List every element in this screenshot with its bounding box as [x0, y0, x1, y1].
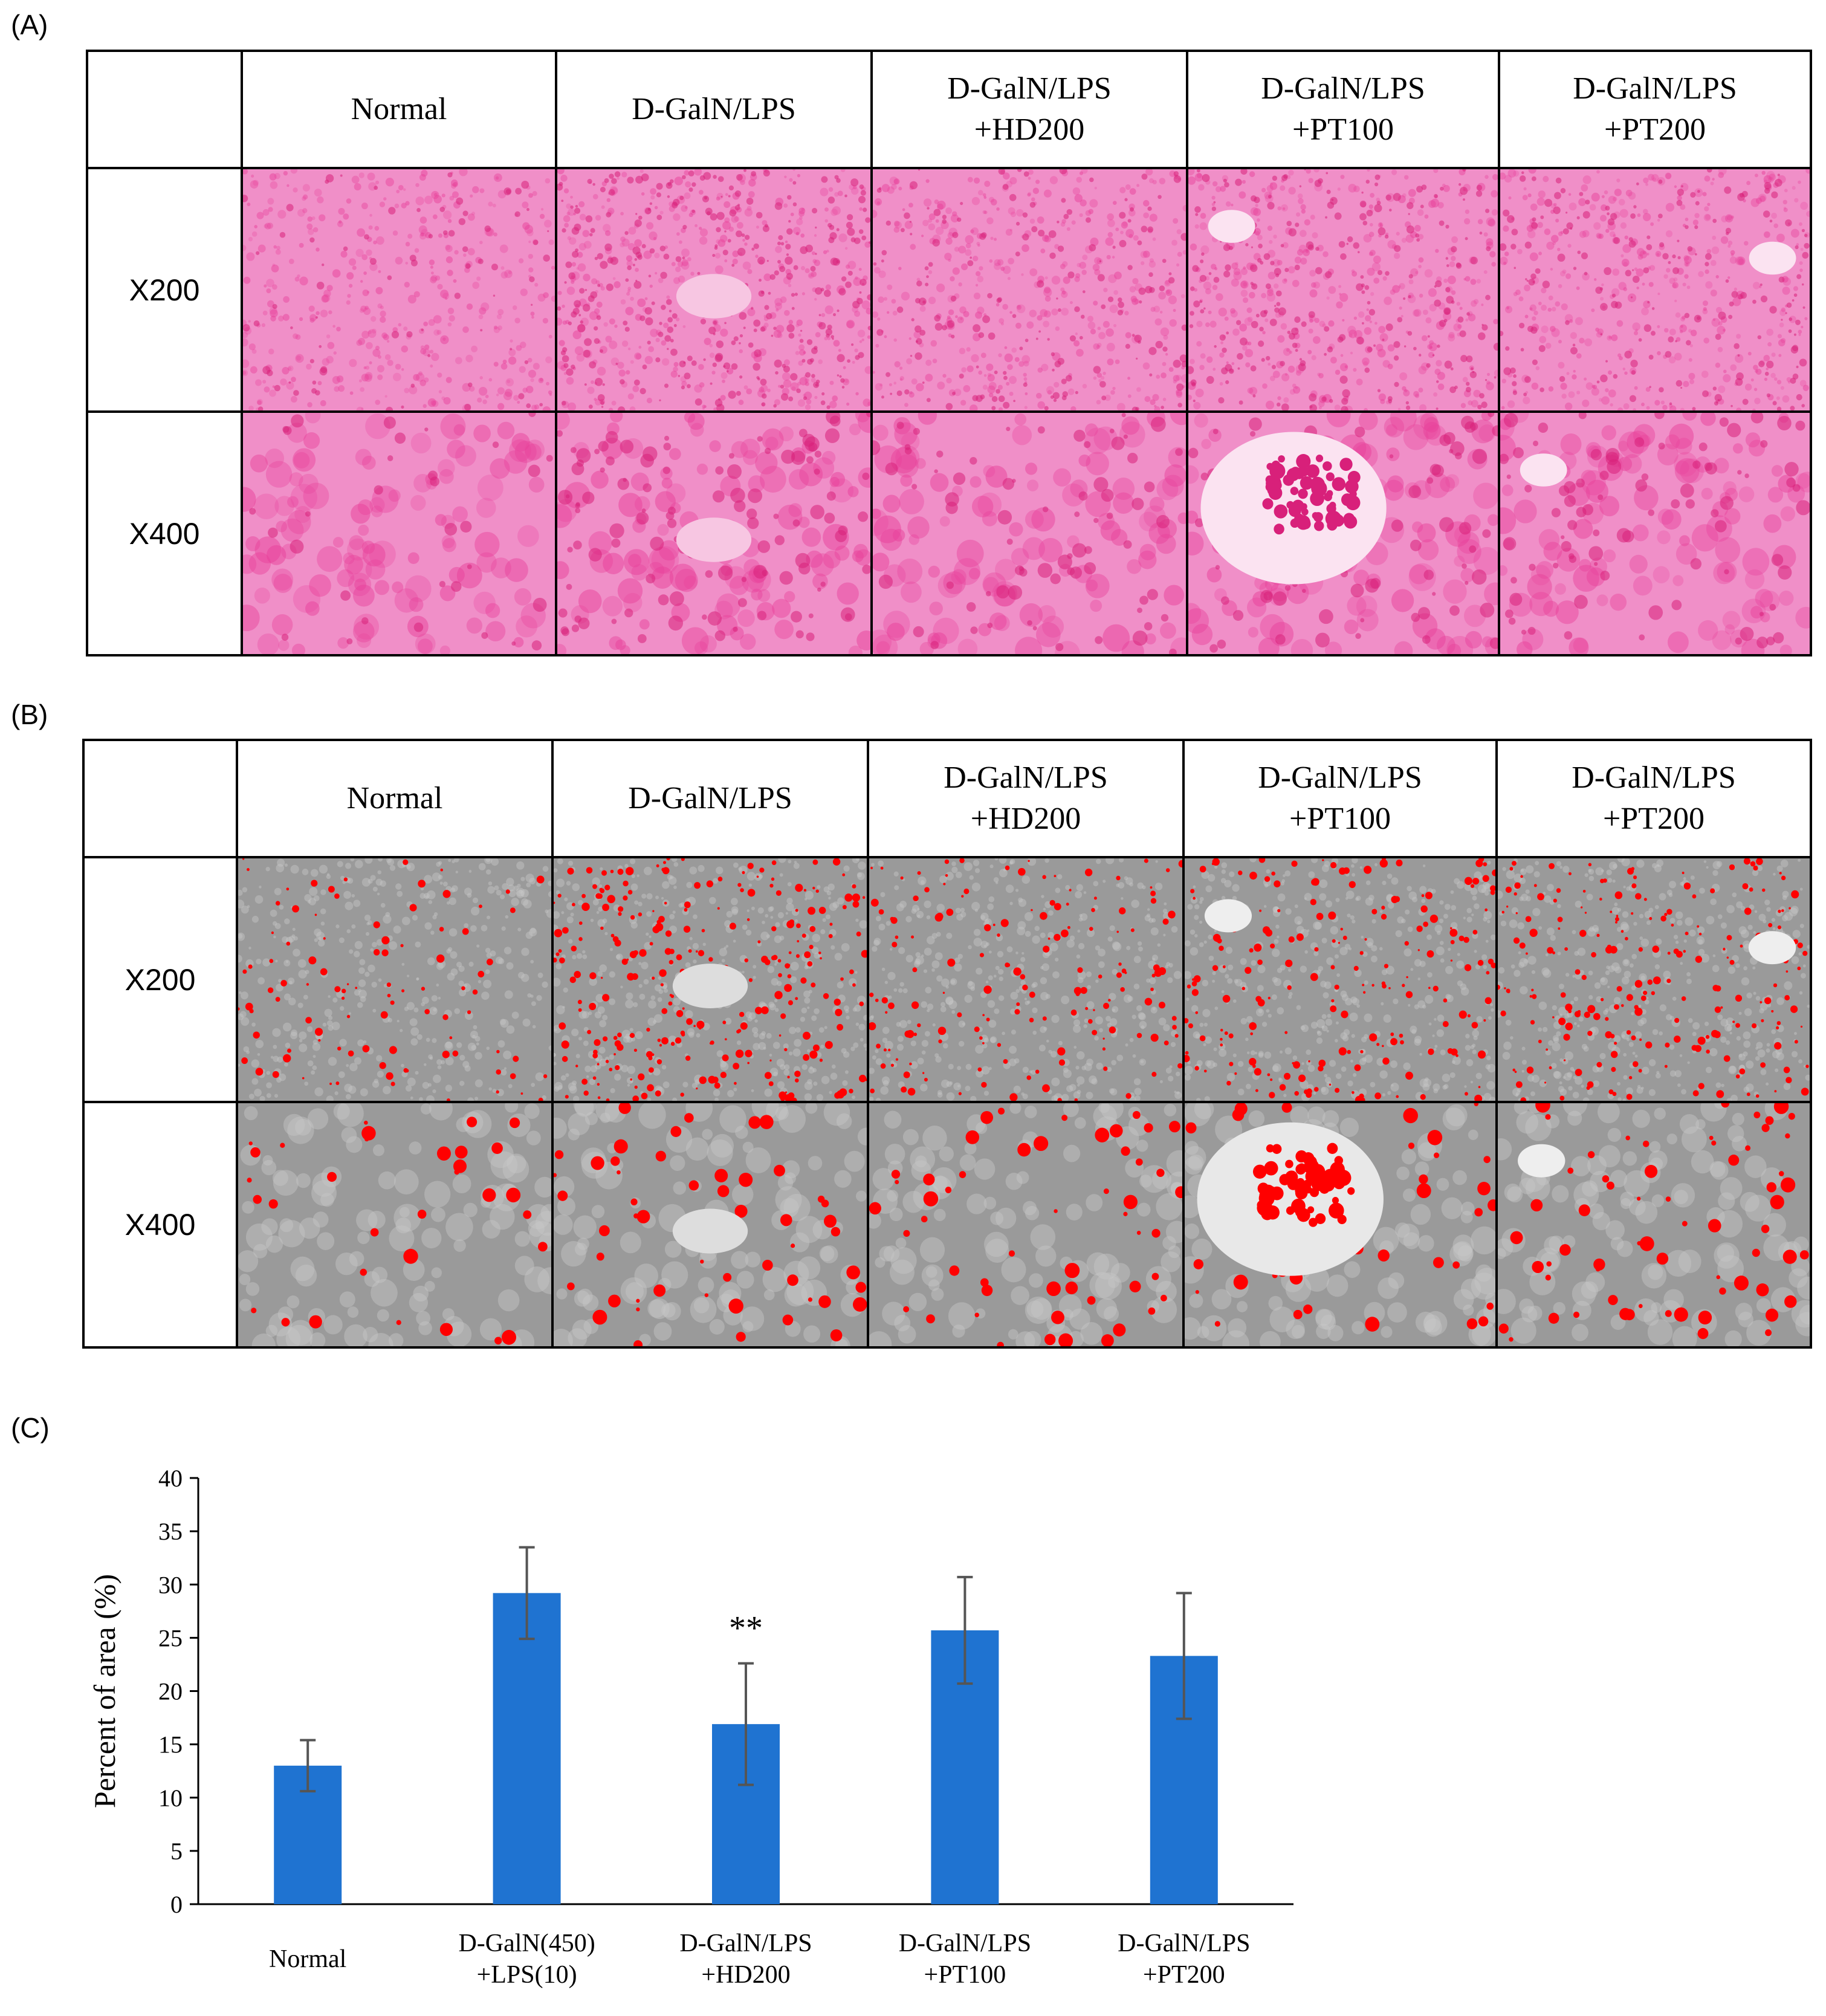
column-header-normal: Normal [236, 739, 554, 858]
row-header-x200: X200 [86, 167, 243, 413]
category-label: D-GalN/LPS [1118, 1930, 1250, 1957]
mask-image-pt100-x400 [1182, 1101, 1498, 1349]
row-header-x200: X200 [82, 856, 238, 1103]
category-label: +PT200 [1143, 1961, 1225, 1989]
panel-label-c: (C) [11, 1412, 50, 1444]
bar-2 [493, 1593, 561, 1904]
y-tick-label: 20 [158, 1678, 183, 1705]
category-label: D-GalN/LPS [679, 1930, 812, 1957]
y-axis-label: Percent of area (%) [88, 1574, 121, 1808]
he-image-pt100-x200 [1186, 167, 1500, 413]
column-header-hd200: D-GalN/LPS +HD200 [867, 739, 1185, 858]
he-image-pt200-x200 [1498, 167, 1812, 413]
column-header-normal: Normal [241, 50, 557, 169]
y-tick-label: 35 [158, 1518, 183, 1545]
column-header-pt100: D-GalN/LPS +PT100 [1186, 50, 1500, 169]
mask-image-normal-x400 [236, 1101, 554, 1349]
bar-chart: 0 5 10 15 20 25 30 35 40 Percent of area (%) Norma… [88, 1465, 1293, 1989]
row-header-x400: X400 [86, 410, 243, 656]
he-image-normal-x400 [241, 410, 557, 656]
column-header-pt100: D-GalN/LPS +PT100 [1182, 739, 1498, 858]
y-tick-label: 0 [170, 1891, 183, 1918]
column-header-pt200: D-GalN/LPS +PT200 [1495, 739, 1812, 858]
he-image-dgaln-x200 [555, 167, 873, 413]
y-tick-label: 10 [158, 1784, 183, 1812]
he-stain-table: Normal D-GalN/LPS D-GalN/LPS +HD200 D-Gal… [86, 50, 1812, 656]
mask-image-hd200-x200 [867, 856, 1185, 1103]
mask-table: Normal D-GalN/LPS D-GalN/LPS +HD200 D-Gal… [82, 739, 1812, 1349]
y-tick-label: 25 [158, 1624, 183, 1651]
he-image-normal-x200 [241, 167, 557, 413]
y-tick-label: 30 [158, 1571, 183, 1598]
column-header-pt200: D-GalN/LPS +PT200 [1498, 50, 1812, 169]
category-label: D-GalN(450) [458, 1930, 595, 1957]
he-image-pt200-x400 [1498, 410, 1812, 656]
category-label: +LPS(10) [477, 1961, 577, 1989]
significance-marker: ** [729, 1610, 763, 1647]
category-label: D-GalN/LPS [899, 1930, 1031, 1957]
he-image-dgaln-x400 [555, 410, 873, 656]
mask-image-pt100-x200 [1182, 856, 1498, 1103]
category-label: +HD200 [701, 1961, 790, 1989]
y-tick-label: 5 [170, 1838, 183, 1865]
column-header-hd200: D-GalN/LPS +HD200 [870, 50, 1188, 169]
panel-label-b: (B) [11, 699, 48, 730]
column-header-dgaln-lps: D-GalN/LPS [551, 739, 869, 858]
mask-image-dgaln-x400 [551, 1101, 869, 1349]
category-label: Normal [269, 1945, 346, 1973]
mask-image-normal-x200 [236, 856, 554, 1103]
corner-cell [82, 739, 238, 858]
he-image-pt100-x400 [1186, 410, 1500, 656]
mask-image-pt200-x200 [1495, 856, 1812, 1103]
panel-label-a: (A) [11, 9, 48, 41]
mask-image-hd200-x400 [867, 1101, 1185, 1349]
category-label: +PT100 [924, 1961, 1006, 1989]
y-tick-label: 15 [158, 1731, 183, 1758]
y-tick-label: 40 [158, 1465, 183, 1492]
corner-cell [86, 50, 243, 169]
column-header-dgaln-lps: D-GalN/LPS [555, 50, 873, 169]
he-image-hd200-x400 [870, 410, 1188, 656]
mask-image-dgaln-x200 [551, 856, 869, 1103]
row-header-x400: X400 [82, 1101, 238, 1349]
he-image-hd200-x200 [870, 167, 1188, 413]
mask-image-pt200-x400 [1495, 1101, 1812, 1349]
